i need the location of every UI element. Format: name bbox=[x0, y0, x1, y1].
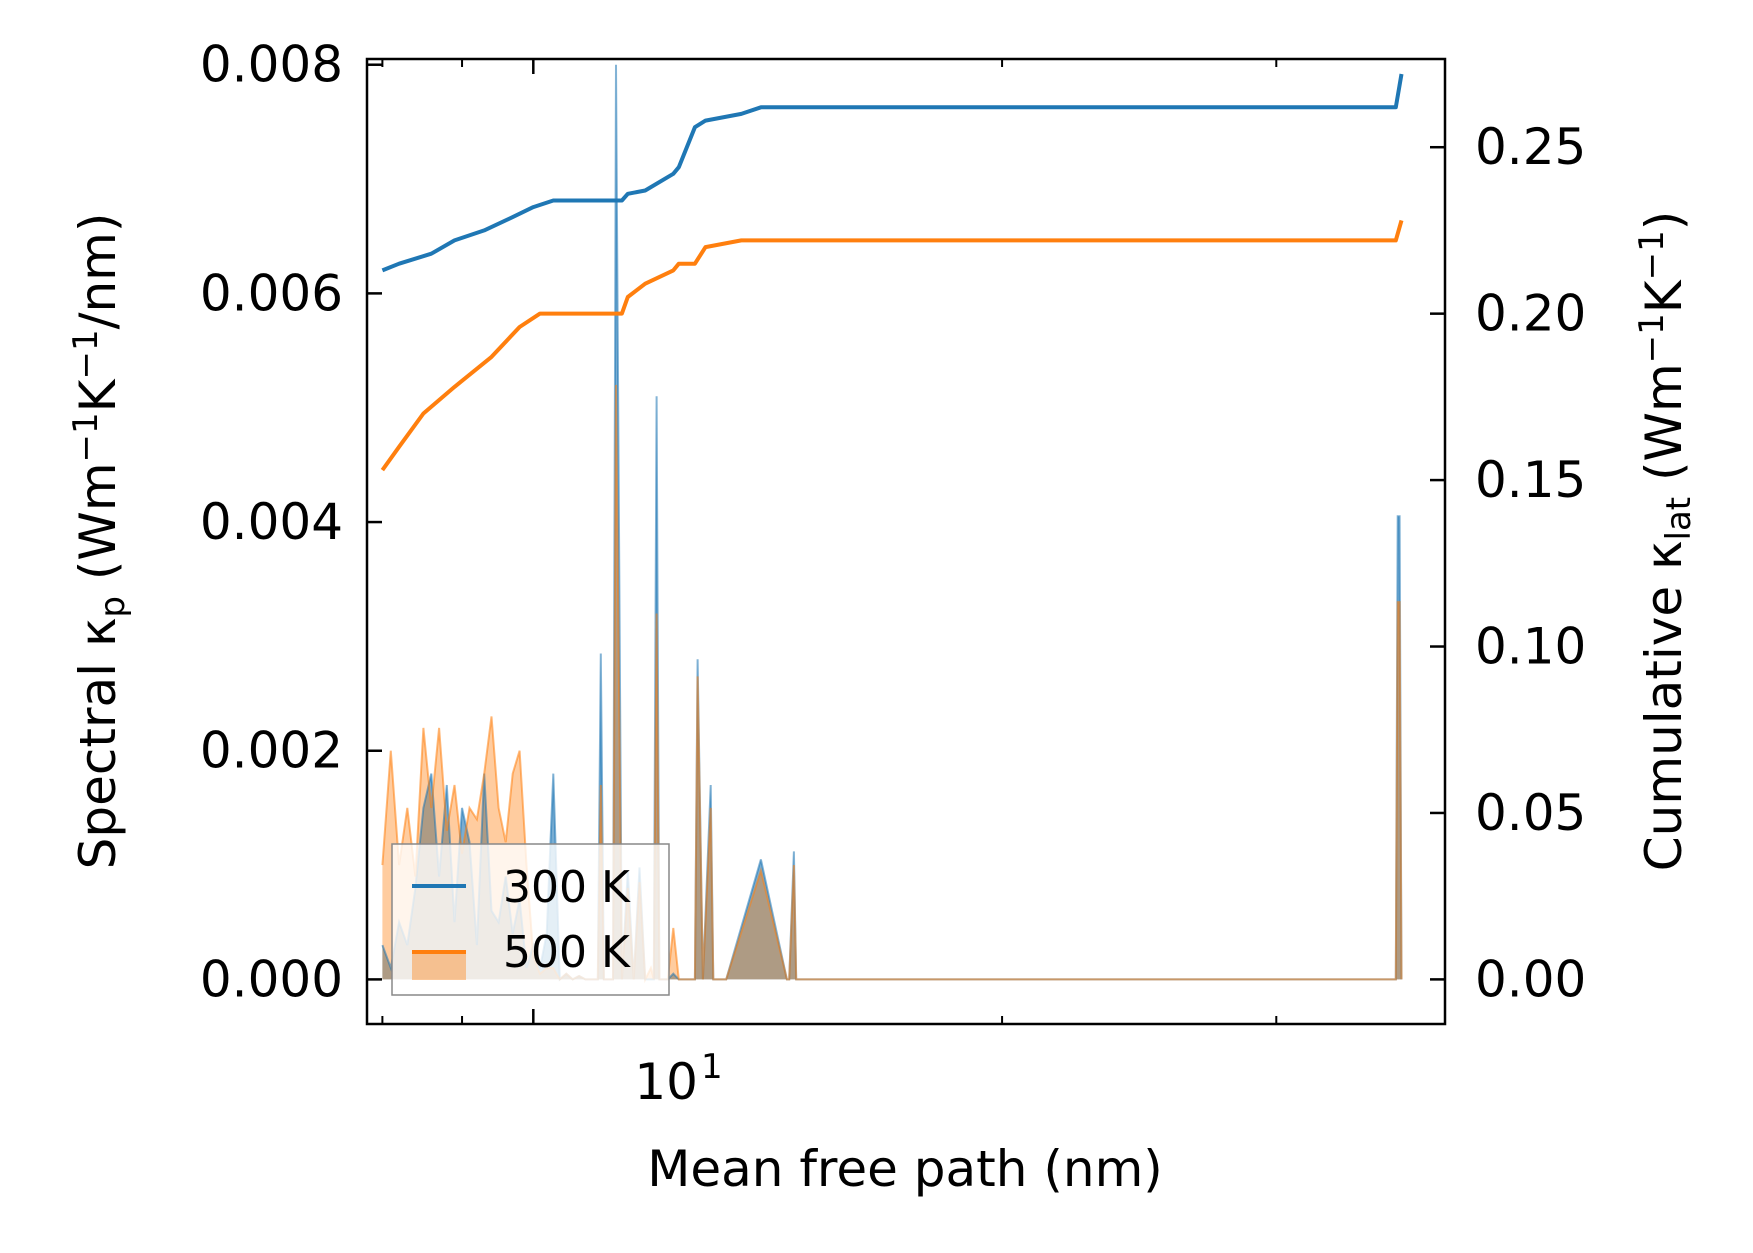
y-left-tick-label: 0.002 bbox=[200, 722, 343, 780]
tick-layer: 0.000 0.002 0.004 0.006 0.008 0.00 0.05 0.10 0.1… bbox=[200, 36, 1586, 1024]
y-left-tick-label: 0.006 bbox=[200, 264, 343, 322]
x-tick-label: 10 1 bbox=[634, 1047, 722, 1111]
legend-label-300k: 300 K bbox=[503, 862, 631, 913]
y-right-tick-label: 0.15 bbox=[1475, 451, 1586, 509]
y-left-tick-label: 0.000 bbox=[200, 950, 343, 1008]
svg-text:10: 10 bbox=[634, 1053, 698, 1111]
y-right-tick-label: 0.10 bbox=[1475, 618, 1586, 676]
y-right-tick-label: 0.00 bbox=[1475, 950, 1586, 1008]
y-axis-label-right: Cumulative κlat (Wm−1K−1) bbox=[1632, 211, 1699, 871]
x-tick-label-base: 10 bbox=[634, 1053, 698, 1111]
legend-label-500k: 500 K bbox=[503, 927, 631, 978]
y-axis-label-left: Spectral κp (Wm−1K−1/nm) bbox=[66, 213, 133, 870]
spectral-line-300k bbox=[381, 64, 1403, 982]
spectral-fill-300k bbox=[382, 64, 1402, 980]
y-left-tick-label: 0.004 bbox=[200, 493, 343, 551]
plot-frame bbox=[365, 57, 1447, 1026]
legend-fill-500k bbox=[412, 950, 466, 980]
legend-frame bbox=[391, 843, 670, 996]
y-left-tick-label: 0.008 bbox=[200, 36, 343, 94]
spectral-line-layer bbox=[381, 64, 1403, 984]
x-axis-label: Mean free path (nm) bbox=[647, 1140, 1163, 1198]
cumulative-line-300k bbox=[381, 73, 1404, 273]
y-right-tick-label: 0.25 bbox=[1475, 118, 1586, 176]
spectral-fill-layer bbox=[382, 64, 1402, 980]
cumulative-line-500k bbox=[380, 219, 1404, 472]
y-right-tick-label: 0.20 bbox=[1475, 285, 1586, 343]
y-right-tick-label: 0.05 bbox=[1475, 784, 1586, 842]
legend: 300 K 500 K bbox=[391, 843, 670, 996]
x-tick-label-exp: 1 bbox=[701, 1047, 723, 1087]
cumulative-line-layer bbox=[380, 73, 1404, 472]
